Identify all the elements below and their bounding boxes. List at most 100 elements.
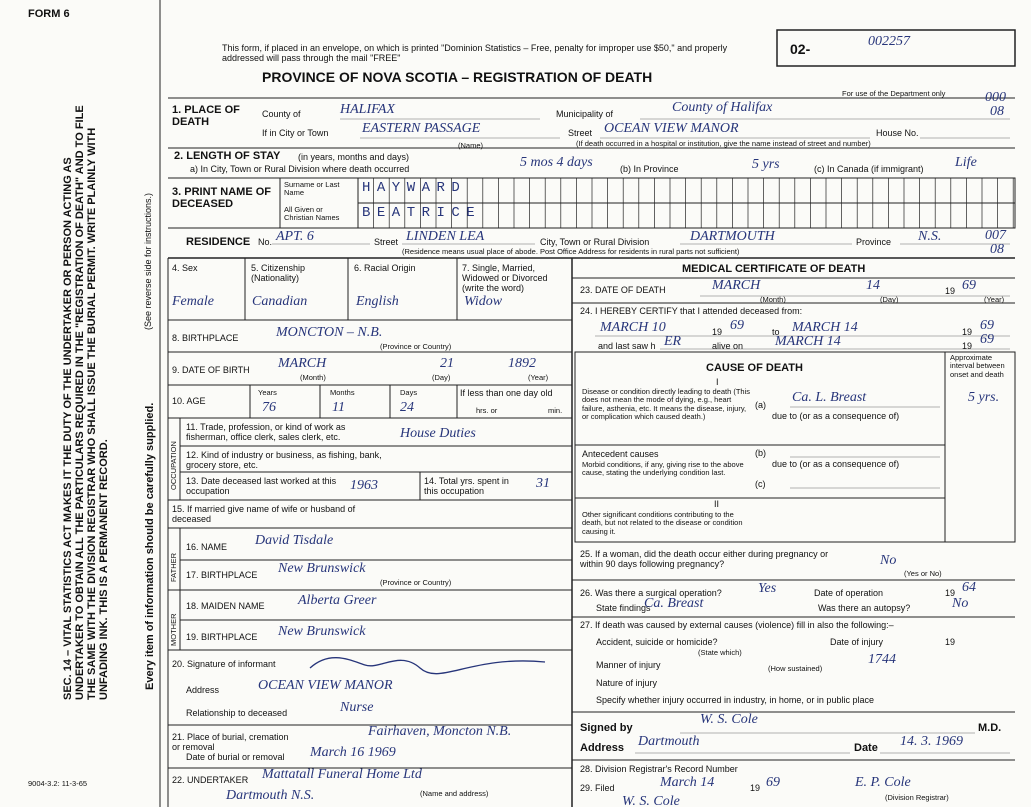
day-caption: (Day) (880, 295, 899, 304)
statute: SEC. 14 – VITAL STATISTICS ACT MAKES IT … (62, 105, 111, 700)
0: 000 (985, 90, 1006, 105)
surname: HAYWARD (362, 180, 467, 196)
last-worked: 1963 (350, 478, 378, 493)
certify-label: 24. I HEREBY CERTIFY that I attended dec… (580, 306, 803, 316)
operation-date-label: Date of operation (814, 588, 884, 598)
given: BEATRICE (362, 205, 482, 221)
no: APT. 6 (276, 229, 314, 244)
city-caption: (Name) (458, 141, 484, 150)
autopsy-label: Was there an autopsy? (818, 603, 911, 613)
street-label: Street (374, 237, 399, 247)
b: 5 yrs (752, 157, 780, 172)
burial-label: 21. Place of burial, cremation or remova… (172, 732, 289, 752)
death-year: 69 (962, 278, 976, 293)
2: 007 (985, 228, 1006, 243)
total-years: 31 (536, 476, 550, 491)
given-label: All Given or Christian Names (284, 205, 340, 223)
undertaker-caption: (Name and address) (420, 789, 489, 798)
alive-label: alive on (712, 341, 744, 351)
month-caption: (Month) (300, 373, 326, 382)
street-label: Street (568, 128, 593, 138)
city-label: If in City or Town (262, 128, 329, 138)
occupation-label: OCCUPATION (169, 441, 178, 490)
age-label: 10. AGE (172, 396, 206, 406)
direct-label: Disease or condition directly leading to… (582, 387, 751, 421)
father-label: FATHER (169, 552, 178, 582)
days: 24 (400, 400, 414, 415)
father-name: David Tisdale (255, 533, 334, 548)
place-label: Specify whether injury occurred in indus… (596, 695, 874, 705)
county: HALIFAX (340, 102, 395, 117)
city: DARTMOUTH (690, 229, 775, 244)
dob-day: 21 (440, 356, 454, 371)
citizenship-label: 5. Citizenship (Nationality) (251, 263, 306, 283)
trade: House Duties (400, 426, 476, 441)
3: 08 (990, 242, 1004, 257)
findings-label: State findings (596, 603, 651, 613)
b-label: (b) (755, 448, 766, 458)
century: 19 (962, 341, 973, 351)
filed-year: 69 (766, 775, 780, 790)
manner-label: Manner of injury (596, 660, 661, 670)
cosign: W. S. Cole (622, 794, 680, 807)
form: FORM 6 (28, 8, 70, 20)
infant-label: If less than one day old (460, 388, 553, 398)
dept-note: For use of the Department only (842, 89, 946, 98)
hrs-label: hrs. or (476, 406, 498, 415)
street: LINDEN LEA (406, 229, 485, 244)
sex-label: 4. Sex (172, 263, 198, 273)
label: 2. LENGTH OF STAY (174, 150, 281, 162)
century: 19 (945, 637, 956, 647)
racial: English (356, 294, 399, 309)
days-label: Days (400, 388, 418, 397)
father-birthplace-label: 17. BIRTHPLACE (186, 570, 258, 580)
birthplace-caption: (Province or Country) (380, 342, 452, 351)
total-years-label: 14. Total yrs. spent in this occupation (424, 476, 509, 496)
relationship-label: Relationship to deceased (186, 708, 288, 718)
pregnancy-label: 25. If a woman, did the death occur eith… (580, 549, 829, 569)
how-caption: (How sustained) (768, 664, 823, 673)
c-label: (c) In Canada (if immigrant) (814, 164, 924, 174)
footer: 9004-3.2: 11-3-65 (28, 779, 88, 788)
filed-label: 29. Filed (580, 783, 615, 793)
note: (If death occurred in a hospital or inst… (576, 139, 871, 148)
antecedent-label: Antecedent causes (582, 449, 659, 459)
mother-birthplace: New Brunswick (278, 624, 366, 639)
instructions: (See reverse side for instructions.) (143, 192, 153, 330)
registrar-caption: (Division Registrar) (885, 793, 949, 802)
c-label: (c) (755, 479, 766, 489)
dob-month: MARCH (278, 356, 327, 371)
father-name-label: 16. NAME (186, 542, 228, 552)
operation: Yes (758, 581, 777, 596)
city-label: City, Town or Rural Division (540, 237, 650, 247)
due-to: due to (or as a consequence of) (772, 411, 900, 421)
nature-label: Nature of injury (596, 678, 658, 688)
a-label: (a) (755, 400, 766, 410)
filed: March 14 (660, 775, 715, 790)
external-label: 27. If death was caused by external caus… (580, 620, 894, 630)
a: Ca. L. Breast (792, 390, 867, 405)
to-year: 69 (980, 318, 994, 333)
burial: Fairhaven, Moncton N.B. (368, 724, 512, 739)
no-label: No. (258, 237, 273, 247)
operation-year: 64 (962, 580, 976, 595)
birthplace-label: 8. BIRTHPLACE (172, 333, 239, 343)
dob-year: 1892 (508, 356, 536, 371)
findings: Ca. Breast (644, 596, 704, 611)
mother-name: Alberta Greer (298, 593, 377, 608)
cause-title: CAUSE OF DEATH (706, 362, 803, 374)
burial-date: March 16 1969 (310, 745, 396, 760)
marital-label: 7. Single, Married, Widowed or Divorced … (462, 263, 548, 293)
province-label: Province (856, 237, 892, 247)
province: N.S. (918, 229, 942, 244)
title: MEDICAL CERTIFICATE OF DEATH (682, 263, 866, 275)
to-label: to (772, 327, 780, 337)
due-to: due to (or as a consequence of) (772, 459, 900, 469)
century: 19 (945, 286, 956, 296)
year-caption: (Year) (984, 295, 1005, 304)
undertaker-address: Dartmouth N.S. (226, 788, 315, 803)
trade-label: 11. Trade, profession, or kind of work a… (186, 422, 346, 442)
century: 19 (712, 327, 723, 337)
last-saw-label: and last saw h (598, 341, 656, 351)
